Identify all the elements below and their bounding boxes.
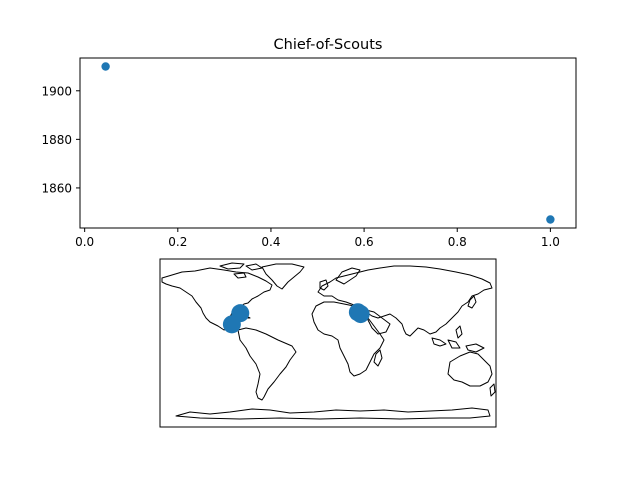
coastline-madagascar [373,349,383,367]
x-tick-label: 1.0 [541,235,560,249]
coastline-japan [467,295,477,309]
coastline-australia [447,351,493,387]
x-tick-label: 0.0 [75,235,94,249]
chart-title: Chief-of-Scouts [274,37,383,53]
scatter-points [101,62,555,224]
map-point [222,315,241,334]
coastlines [161,262,496,420]
plot-area [79,57,577,229]
world-map-plot [159,258,497,428]
x-axis: 0.0 0.2 0.4 0.6 0.8 1.0 [75,228,560,249]
scatter-plot: Chief-of-Scouts 0.0 0.2 0.4 0.6 0.8 1.0 18601… [41,37,577,249]
map-points [222,303,370,334]
y-axis: 1860 1880 1900 [41,84,80,195]
coastline-north-america [161,267,273,331]
coastline-british-isles [319,279,329,291]
map-frame [159,258,497,428]
coastline-arctic-islands [219,262,263,279]
y-tick-label: 1880 [41,133,72,147]
x-tick-label: 0.4 [261,235,280,249]
coastline-eurasia [317,265,493,337]
coastline-southeast-asia [431,325,485,353]
coastline-new-zealand [489,383,496,397]
coastline-scandinavia [335,267,361,285]
scatter-point [546,215,555,224]
x-tick-label: 0.8 [448,235,467,249]
coastline-south-america [237,327,297,401]
coastline-greenland [261,263,305,290]
x-tick-label: 0.2 [168,235,187,249]
map-point [351,305,370,324]
y-tick-label: 1900 [41,84,72,98]
y-tick-label: 1860 [41,181,72,195]
x-tick-label: 0.6 [355,235,374,249]
coastline-arabia [365,309,391,335]
scatter-point [101,62,110,71]
coastline-antarctica [175,407,491,420]
